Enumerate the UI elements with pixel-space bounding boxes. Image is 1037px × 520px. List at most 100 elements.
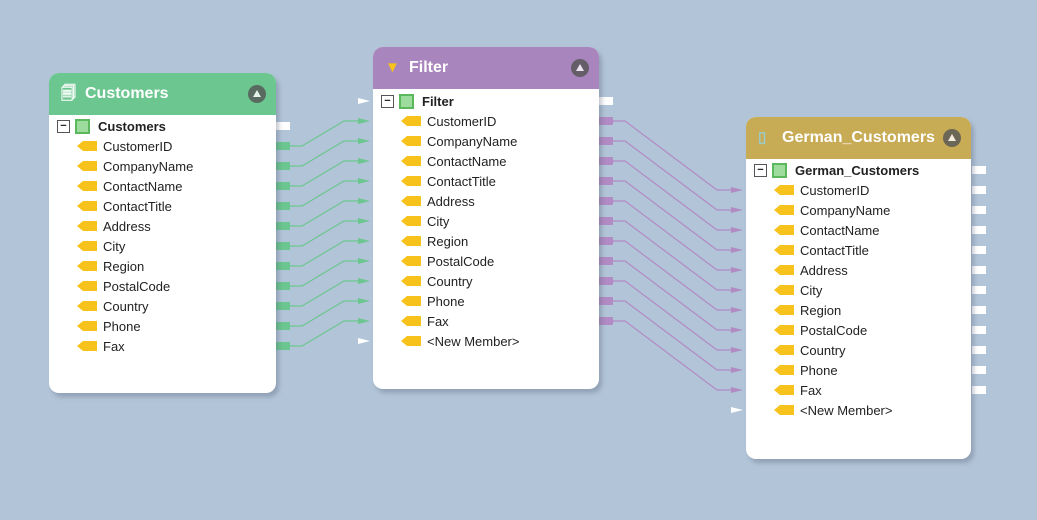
input-arrow[interactable] (731, 387, 743, 393)
german-customers-node[interactable]: ▯ German_Customers − German_Customers Custo… (746, 117, 971, 459)
field-item[interactable]: Phone (373, 291, 465, 311)
port[interactable] (972, 166, 986, 174)
port[interactable] (276, 142, 290, 150)
port[interactable] (599, 257, 613, 265)
field-item[interactable]: PostalCode (746, 320, 867, 340)
field-item[interactable]: CustomerID (373, 111, 496, 131)
root-item[interactable]: − Customers (49, 116, 166, 136)
port[interactable] (276, 262, 290, 270)
port[interactable] (599, 297, 613, 305)
field-item[interactable]: Phone (49, 316, 141, 336)
input-arrow[interactable] (358, 298, 370, 304)
input-arrow[interactable] (358, 318, 370, 324)
port[interactable] (276, 162, 290, 170)
port[interactable] (972, 366, 986, 374)
port[interactable] (276, 322, 290, 330)
input-arrow[interactable] (731, 367, 743, 373)
port[interactable] (972, 346, 986, 354)
port[interactable] (972, 286, 986, 294)
field-item[interactable]: <New Member> (746, 400, 892, 420)
field-item[interactable]: Fax (49, 336, 125, 356)
field-item[interactable]: Address (49, 216, 151, 236)
port[interactable] (599, 97, 613, 105)
field-item[interactable]: CustomerID (49, 136, 172, 156)
input-arrow[interactable] (731, 347, 743, 353)
port[interactable] (972, 226, 986, 234)
root-item[interactable]: − German_Customers (746, 160, 919, 180)
input-arrow[interactable] (358, 198, 370, 204)
root-item[interactable]: − Filter (373, 91, 454, 111)
field-item[interactable]: CompanyName (373, 131, 517, 151)
input-arrow[interactable] (358, 178, 370, 184)
port[interactable] (599, 177, 613, 185)
input-arrow[interactable] (358, 338, 370, 344)
field-item[interactable]: Address (746, 260, 848, 280)
input-arrow[interactable] (731, 187, 743, 193)
collapse-toggle-icon[interactable]: − (381, 94, 394, 108)
german-customers-header[interactable]: ▯ German_Customers (746, 117, 971, 159)
input-arrow[interactable] (731, 407, 743, 413)
field-item[interactable]: ContactName (49, 176, 182, 196)
input-arrow[interactable] (358, 238, 370, 244)
field-item[interactable]: ContactTitle (49, 196, 172, 216)
field-item[interactable]: Region (373, 231, 468, 251)
field-item[interactable]: Country (746, 340, 846, 360)
field-item[interactable]: Address (373, 191, 475, 211)
field-item[interactable]: City (373, 211, 449, 231)
collapse-icon[interactable] (571, 59, 589, 77)
port[interactable] (276, 242, 290, 250)
field-item[interactable]: Fax (746, 380, 822, 400)
port[interactable] (599, 317, 613, 325)
collapse-toggle-icon[interactable]: − (57, 119, 70, 133)
collapse-toggle-icon[interactable]: − (754, 163, 767, 177)
port[interactable] (599, 137, 613, 145)
field-item[interactable]: City (746, 280, 822, 300)
input-arrow[interactable] (358, 278, 370, 284)
field-item[interactable]: Country (373, 271, 473, 291)
port[interactable] (972, 326, 986, 334)
input-arrow[interactable] (731, 327, 743, 333)
port[interactable] (276, 342, 290, 350)
filter-header[interactable]: ▼ Filter (373, 47, 599, 89)
port[interactable] (276, 182, 290, 190)
port[interactable] (599, 117, 613, 125)
field-item[interactable]: Country (49, 296, 149, 316)
input-arrow[interactable] (358, 218, 370, 224)
input-arrow[interactable] (731, 207, 743, 213)
input-arrow[interactable] (731, 307, 743, 313)
input-arrow[interactable] (731, 287, 743, 293)
input-arrow[interactable] (358, 118, 370, 124)
port[interactable] (599, 197, 613, 205)
port[interactable] (599, 217, 613, 225)
port[interactable] (972, 306, 986, 314)
input-arrow[interactable] (731, 227, 743, 233)
field-item[interactable]: ContactTitle (746, 240, 869, 260)
port[interactable] (276, 302, 290, 310)
field-item[interactable]: <New Member> (373, 331, 519, 351)
input-arrow[interactable] (358, 158, 370, 164)
customers-node[interactable]: 🗐 Customers − Customers CustomerID CompanyNa… (49, 73, 276, 393)
port[interactable] (972, 186, 986, 194)
field-item[interactable]: PostalCode (373, 251, 494, 271)
port[interactable] (599, 237, 613, 245)
field-item[interactable]: Fax (373, 311, 449, 331)
field-item[interactable]: Phone (746, 360, 838, 380)
field-item[interactable]: CompanyName (49, 156, 193, 176)
port[interactable] (972, 266, 986, 274)
field-item[interactable]: ContactTitle (373, 171, 496, 191)
field-item[interactable]: ContactName (746, 220, 879, 240)
port[interactable] (972, 206, 986, 214)
field-item[interactable]: CustomerID (746, 180, 869, 200)
port[interactable] (276, 222, 290, 230)
filter-node[interactable]: ▼ Filter − Filter CustomerID CompanyName Cont… (373, 47, 599, 389)
input-arrow[interactable] (358, 258, 370, 264)
field-item[interactable]: PostalCode (49, 276, 170, 296)
input-arrow[interactable] (358, 98, 370, 104)
port[interactable] (599, 277, 613, 285)
field-item[interactable]: City (49, 236, 125, 256)
field-item[interactable]: Region (49, 256, 144, 276)
collapse-icon[interactable] (943, 129, 961, 147)
collapse-icon[interactable] (248, 85, 266, 103)
port[interactable] (599, 157, 613, 165)
input-arrow[interactable] (731, 247, 743, 253)
